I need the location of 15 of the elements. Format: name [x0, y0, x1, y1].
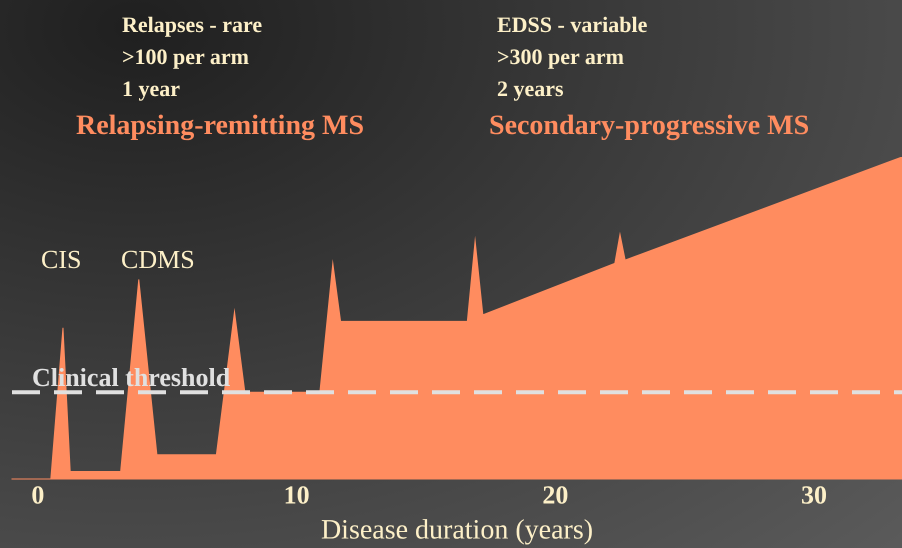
- text: EDSS - variable: [497, 12, 648, 37]
- text: 2 years: [497, 76, 564, 101]
- text: Relapsing-remitting MS: [76, 110, 364, 141]
- x-tick-label: 10: [284, 480, 310, 510]
- x-axis-title: Disease duration (years): [320, 514, 594, 546]
- annotation: CIS: [41, 245, 82, 274]
- text: 1 year: [122, 76, 180, 101]
- x-tick-label: 20: [542, 480, 568, 510]
- x-tick-label: 0: [31, 480, 44, 510]
- text: >100 per arm: [122, 44, 249, 69]
- annotation: CDMS: [121, 245, 195, 274]
- text: Relapses - rare: [122, 12, 262, 37]
- text: Secondary-progressive MS: [489, 110, 810, 141]
- text: >300 per arm: [497, 44, 624, 69]
- x-tick-label: 30: [801, 480, 828, 510]
